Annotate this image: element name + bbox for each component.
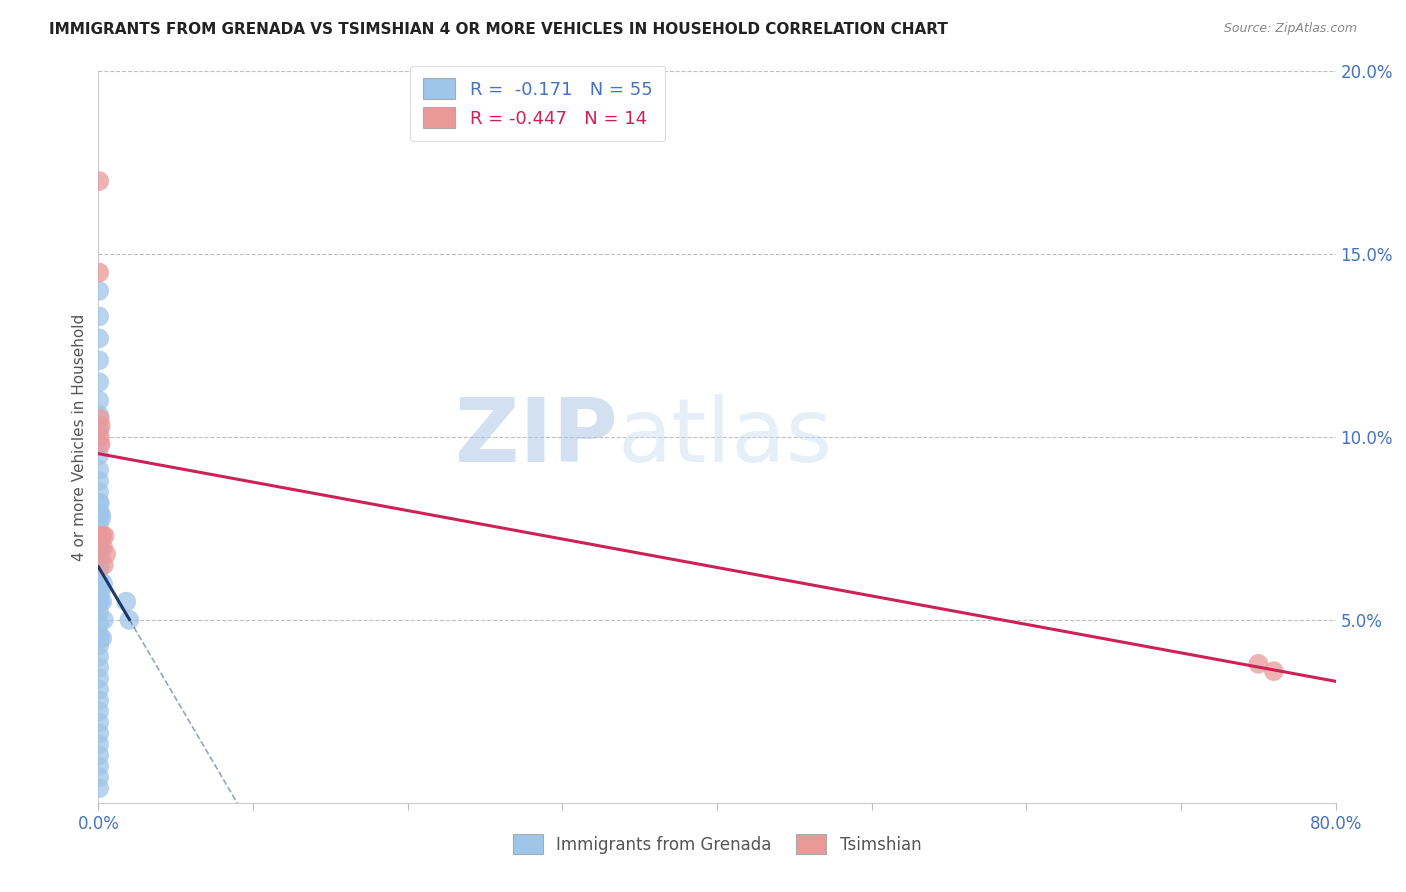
Point xyxy=(89,463,111,477)
Point xyxy=(115,594,138,608)
Point xyxy=(90,510,112,524)
Point xyxy=(89,616,111,631)
Point xyxy=(89,748,111,763)
Point xyxy=(89,573,111,587)
Point xyxy=(1263,664,1285,678)
Point xyxy=(89,496,111,510)
Point xyxy=(89,485,111,500)
Point xyxy=(89,583,111,598)
Point xyxy=(89,705,111,719)
Point xyxy=(89,540,111,554)
Text: Source: ZipAtlas.com: Source: ZipAtlas.com xyxy=(1223,22,1357,36)
Point xyxy=(89,781,111,796)
Point xyxy=(89,375,111,389)
Legend: Immigrants from Grenada, Tsimshian: Immigrants from Grenada, Tsimshian xyxy=(506,828,928,860)
Point xyxy=(89,310,111,324)
Point xyxy=(91,576,114,591)
Point xyxy=(118,613,141,627)
Point xyxy=(89,529,111,543)
Point xyxy=(89,594,111,608)
Point xyxy=(89,412,111,426)
Point xyxy=(90,437,112,451)
Point xyxy=(89,737,111,751)
Point xyxy=(89,430,111,444)
Point xyxy=(89,529,111,543)
Point xyxy=(89,353,111,368)
Point xyxy=(89,448,111,462)
Point xyxy=(89,507,111,521)
Point xyxy=(93,529,115,543)
Point xyxy=(89,550,111,565)
Point xyxy=(1247,657,1270,671)
Point xyxy=(89,408,111,422)
Point xyxy=(89,606,111,620)
Point xyxy=(93,558,115,573)
Point xyxy=(89,284,111,298)
Point xyxy=(89,632,111,646)
Point xyxy=(90,547,112,561)
Point xyxy=(89,715,111,730)
Point xyxy=(89,437,111,451)
Point xyxy=(89,672,111,686)
Point xyxy=(89,770,111,784)
Point xyxy=(89,496,111,510)
Point xyxy=(89,627,111,641)
Point xyxy=(90,529,112,543)
Point xyxy=(89,558,111,573)
Point xyxy=(89,682,111,697)
Point xyxy=(91,632,114,646)
Point xyxy=(91,529,114,543)
Point xyxy=(89,726,111,740)
Point xyxy=(89,517,111,532)
Point xyxy=(89,266,111,280)
Point xyxy=(96,547,118,561)
Point xyxy=(89,562,111,576)
Point xyxy=(91,594,114,608)
Point xyxy=(89,174,111,188)
Y-axis label: 4 or more Vehicles in Household: 4 or more Vehicles in Household xyxy=(72,313,87,561)
Point xyxy=(89,639,111,653)
Point xyxy=(89,693,111,707)
Point xyxy=(89,660,111,674)
Point xyxy=(90,419,112,434)
Point xyxy=(89,393,111,408)
Point xyxy=(89,594,111,608)
Text: atlas: atlas xyxy=(619,393,834,481)
Point xyxy=(91,540,114,554)
Point xyxy=(89,331,111,345)
Point xyxy=(89,759,111,773)
Point xyxy=(89,423,111,437)
Point xyxy=(90,507,112,521)
Point xyxy=(93,613,115,627)
Point xyxy=(89,474,111,488)
Point xyxy=(90,583,112,598)
Text: ZIP: ZIP xyxy=(456,393,619,481)
Text: IMMIGRANTS FROM GRENADA VS TSIMSHIAN 4 OR MORE VEHICLES IN HOUSEHOLD CORRELATION: IMMIGRANTS FROM GRENADA VS TSIMSHIAN 4 O… xyxy=(49,22,948,37)
Point xyxy=(89,649,111,664)
